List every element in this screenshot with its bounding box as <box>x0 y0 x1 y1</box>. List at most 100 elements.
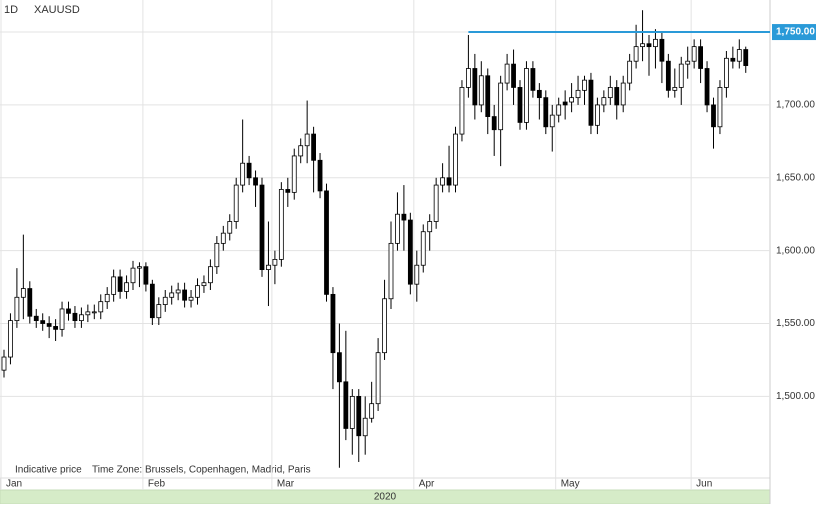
candle-body <box>414 264 420 285</box>
candle-body <box>724 57 729 88</box>
candle-body <box>79 314 84 322</box>
candle-body <box>246 162 252 179</box>
candle-body <box>59 308 65 330</box>
y-tick-label: 1,500.00 <box>776 391 815 402</box>
candle-body <box>575 89 581 99</box>
candle-body <box>182 289 188 301</box>
candle-body <box>324 190 329 295</box>
candle-body <box>27 288 33 317</box>
candle-body <box>53 326 58 330</box>
candle-body <box>317 159 323 192</box>
candle-body <box>633 46 639 62</box>
candle-body <box>266 264 271 271</box>
candle-body <box>85 311 91 316</box>
candle-body <box>717 87 723 128</box>
y-tick-label: 1,700.00 <box>776 100 815 111</box>
x-tick-label: Jan <box>6 479 22 490</box>
candle-body <box>66 308 71 314</box>
candle-body <box>46 323 52 327</box>
candle-body <box>549 114 555 128</box>
candle-body <box>401 213 407 221</box>
candle-body <box>382 298 387 354</box>
candle-body <box>504 63 510 84</box>
candle-body <box>678 63 684 88</box>
candle-body <box>104 293 110 303</box>
candle-body <box>743 49 749 66</box>
y-tick-label: 1,550.00 <box>776 318 815 329</box>
candle-body <box>433 184 439 222</box>
x-tick-label: Apr <box>419 479 435 490</box>
chart-title: XAUUSD <box>34 4 80 16</box>
candle-body <box>511 63 516 88</box>
price-level-label: 1,750.00 <box>776 27 815 38</box>
candle-body <box>14 296 20 322</box>
candle-body <box>298 145 304 157</box>
x-tick-label: Mar <box>277 479 295 490</box>
candle-body <box>162 296 168 305</box>
candle-body <box>459 87 465 135</box>
candle-body <box>536 89 542 99</box>
candle-body <box>543 97 549 128</box>
candle-body <box>253 177 258 186</box>
candle-body <box>517 87 523 123</box>
candle-body <box>72 312 78 322</box>
x-tick-label: Feb <box>148 479 166 490</box>
candle-body <box>665 60 671 91</box>
candle-body <box>620 82 626 106</box>
candle-body <box>485 75 491 117</box>
candle-body <box>427 221 433 233</box>
candle-body <box>343 381 349 429</box>
candle-body <box>730 57 736 62</box>
candle-body <box>117 276 123 292</box>
candle-body <box>530 68 536 91</box>
candle-body <box>653 38 658 48</box>
candle-body <box>124 282 129 292</box>
candle-body <box>356 395 362 437</box>
candle-body <box>698 46 703 69</box>
candle-body <box>569 97 574 103</box>
candle-body <box>137 266 142 269</box>
candle-body <box>304 133 310 147</box>
candle-body <box>736 49 742 62</box>
candle-body <box>278 189 284 260</box>
candle-body <box>691 46 697 62</box>
candle-body <box>40 320 46 324</box>
candle-body <box>1 356 7 371</box>
candle-body <box>659 38 665 62</box>
candle-body <box>453 133 458 186</box>
candle-body <box>472 68 478 106</box>
candle-body <box>311 133 317 161</box>
candle-body <box>195 285 200 298</box>
candle-body <box>207 266 213 284</box>
candle-body <box>407 219 413 285</box>
candle-body <box>111 276 117 295</box>
candle-body <box>130 267 136 284</box>
candle-body <box>349 395 355 429</box>
candle-body <box>156 304 162 319</box>
candle-body <box>704 68 710 106</box>
candle-body <box>524 68 529 123</box>
candle-body <box>614 87 620 106</box>
candle-body <box>646 43 652 48</box>
candle-body <box>395 213 400 244</box>
candle-body <box>259 184 265 271</box>
year-label: 2020 <box>374 492 397 503</box>
interval: 1D <box>4 4 18 16</box>
x-axis-band <box>0 477 771 491</box>
candle-body <box>388 242 394 300</box>
candle-body <box>272 259 278 266</box>
x-tick-label: May <box>561 479 580 490</box>
candle-body <box>330 293 336 354</box>
candle-body <box>240 162 246 186</box>
candle-body <box>20 288 26 298</box>
candle-body <box>369 403 375 419</box>
candle-body <box>478 75 484 106</box>
candle-body <box>285 189 291 193</box>
candle-body <box>440 177 446 186</box>
candle-body <box>375 352 381 405</box>
candle-body <box>201 282 207 287</box>
candle-body <box>33 315 39 322</box>
candle-body <box>8 320 13 358</box>
